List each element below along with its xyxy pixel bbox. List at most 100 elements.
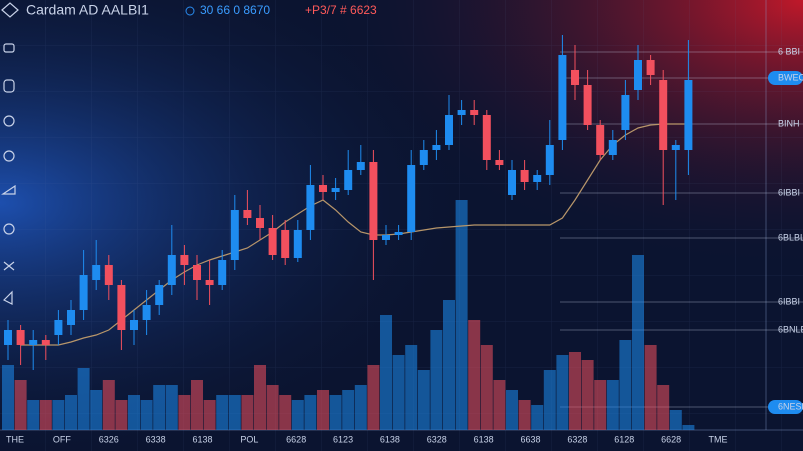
volume-bar	[644, 345, 657, 430]
candle-body	[356, 162, 365, 170]
candle-body	[230, 210, 239, 260]
volume-bar	[291, 400, 304, 430]
candle-body	[684, 80, 693, 150]
volume-bar	[543, 370, 556, 430]
volume-bar	[228, 395, 241, 430]
price-pill	[768, 71, 803, 85]
volume-bar	[329, 395, 342, 430]
candle-body	[558, 55, 567, 140]
x-tick-label: 6128	[614, 434, 634, 444]
volume-bar	[128, 395, 140, 430]
volume-bar	[90, 390, 103, 430]
volume-bar	[455, 200, 468, 430]
candle-body	[596, 125, 605, 155]
candle-body	[432, 145, 441, 150]
icon[interactable]	[3, 79, 15, 93]
volume-bar	[594, 380, 607, 430]
candle-body	[92, 265, 101, 280]
volume-bar	[65, 395, 77, 430]
candle-body	[218, 260, 227, 285]
y-tick-label: BWEC	[778, 72, 803, 82]
candle-body	[67, 310, 75, 325]
x-tick-label: THE	[6, 434, 24, 444]
icon[interactable]	[3, 150, 15, 162]
volume-bar	[606, 380, 619, 430]
x-tick-label: 6138	[192, 434, 212, 444]
candle-body	[659, 80, 668, 150]
candle-body	[583, 85, 592, 125]
volume-bar	[367, 365, 380, 430]
volume-bar	[430, 330, 443, 430]
volume-bar	[317, 390, 329, 430]
volume-bar	[165, 385, 178, 430]
volume-bar	[14, 380, 27, 430]
y-tick-label: 6 BBI	[778, 46, 800, 56]
candle-body	[130, 320, 138, 330]
status-dot	[185, 6, 195, 16]
candle-body	[634, 60, 642, 90]
candle-body	[306, 185, 315, 230]
volume-bar	[241, 395, 254, 430]
x-tick-label: 6338	[146, 434, 166, 444]
candle-body	[117, 285, 126, 330]
x-tick-label: 6326	[99, 434, 119, 444]
candle-body	[495, 160, 504, 165]
volume-bar	[354, 385, 367, 430]
volume-bar	[216, 395, 229, 430]
candle-body	[293, 230, 302, 258]
y-tick-label: 6NESE	[778, 401, 803, 411]
volume-bar	[191, 380, 203, 430]
volume-bar	[153, 385, 166, 430]
volume-bar	[77, 368, 90, 430]
icon[interactable]	[1, 184, 16, 195]
y-tick-label: 6IBBI	[778, 187, 800, 197]
candle-body	[16, 330, 25, 345]
icon[interactable]	[3, 115, 15, 127]
volume-bar	[468, 320, 481, 430]
candle-body	[621, 95, 630, 130]
volume-bar	[39, 400, 52, 430]
candle-body	[407, 165, 416, 232]
volume-bar	[102, 380, 115, 430]
candle-body	[4, 330, 12, 345]
logo	[1, 2, 19, 18]
x-tick-label: 6138	[474, 434, 494, 444]
volume-bar	[52, 400, 65, 430]
volume-bar	[443, 300, 455, 430]
x-tick-label: POL	[240, 434, 258, 444]
x-tick-label: 6328	[427, 434, 447, 444]
volume-bar	[380, 315, 392, 430]
volume-bars	[2, 200, 695, 430]
candle-body	[470, 110, 479, 115]
candle-body	[319, 185, 327, 192]
moving-average	[20, 123, 689, 346]
volume-bar	[266, 385, 279, 430]
candle-body	[457, 110, 466, 115]
candle-body	[142, 305, 151, 320]
volume-bar	[556, 355, 569, 430]
icon[interactable]	[3, 43, 15, 53]
candle-body	[419, 150, 428, 165]
candle-body	[520, 170, 529, 182]
candle-body	[482, 115, 491, 160]
x-tick-label: 6123	[333, 434, 353, 444]
volume-bar	[518, 400, 531, 430]
y-tick-label: 6BNLE	[778, 324, 803, 334]
y-tick-label: 6IBBI	[778, 296, 800, 306]
icon[interactable]	[3, 261, 15, 271]
icon[interactable]	[2, 290, 13, 305]
volume-bar	[27, 400, 40, 430]
volume-bar	[115, 400, 128, 430]
candle-body	[205, 280, 214, 285]
candle-body	[281, 230, 290, 258]
volume-bar	[405, 345, 418, 430]
candle-body	[104, 265, 113, 285]
icon[interactable]	[3, 223, 15, 235]
candle-body	[193, 265, 201, 280]
volume-bar	[669, 410, 682, 430]
candle-body	[508, 170, 516, 195]
x-tick-label: 6628	[286, 434, 306, 444]
candle-body	[268, 228, 277, 255]
volume-bar	[480, 345, 493, 430]
